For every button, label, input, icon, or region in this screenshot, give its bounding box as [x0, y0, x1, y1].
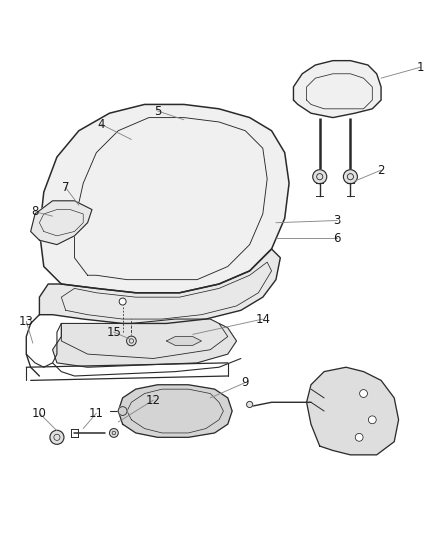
Text: 9: 9 [241, 376, 249, 389]
Circle shape [355, 433, 363, 441]
Text: 15: 15 [106, 326, 121, 338]
Circle shape [313, 169, 327, 184]
Text: 3: 3 [334, 214, 341, 227]
Text: 13: 13 [19, 315, 34, 328]
Circle shape [343, 169, 357, 184]
Text: 1: 1 [417, 61, 424, 74]
Circle shape [50, 430, 64, 445]
Circle shape [127, 336, 136, 346]
Polygon shape [166, 336, 201, 345]
Circle shape [118, 407, 127, 415]
Polygon shape [53, 319, 237, 367]
Polygon shape [39, 249, 280, 324]
Text: 4: 4 [97, 118, 105, 131]
Text: 2: 2 [377, 164, 385, 176]
Text: 7: 7 [62, 181, 70, 194]
Polygon shape [39, 104, 289, 293]
Text: 5: 5 [154, 104, 161, 117]
Text: 6: 6 [333, 231, 341, 245]
Text: 12: 12 [146, 393, 161, 407]
Circle shape [119, 298, 126, 305]
Circle shape [368, 416, 376, 424]
Polygon shape [293, 61, 381, 118]
Text: 11: 11 [89, 407, 104, 419]
Polygon shape [31, 201, 92, 245]
Text: 8: 8 [32, 205, 39, 218]
Circle shape [110, 429, 118, 437]
Text: 14: 14 [255, 312, 270, 326]
Text: 10: 10 [32, 407, 47, 419]
Polygon shape [307, 367, 399, 455]
Polygon shape [118, 385, 232, 437]
Circle shape [360, 390, 367, 398]
Circle shape [247, 401, 253, 408]
